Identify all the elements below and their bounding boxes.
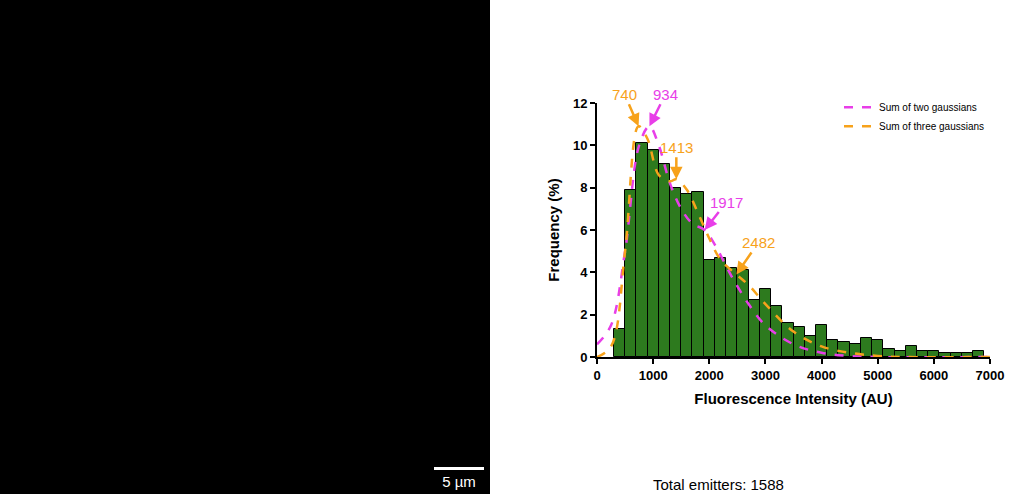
svg-text:4: 4 <box>580 265 588 280</box>
svg-text:1000: 1000 <box>639 368 668 383</box>
svg-text:6000: 6000 <box>919 368 948 383</box>
svg-text:4000: 4000 <box>807 368 836 383</box>
svg-text:5000: 5000 <box>863 368 892 383</box>
svg-text:1413: 1413 <box>660 139 693 156</box>
svg-text:12: 12 <box>573 96 587 111</box>
html-text:5 µm: 5 µm <box>442 473 476 490</box>
svg-text:0: 0 <box>580 350 587 365</box>
svg-text:Total emitters: 1588: Total emitters: 1588 <box>653 476 784 493</box>
svg-text:8: 8 <box>580 180 587 195</box>
svg-text:2000: 2000 <box>695 368 724 383</box>
svg-text:2482: 2482 <box>742 234 775 251</box>
svg-text:Sum of three gaussians: Sum of three gaussians <box>879 121 984 132</box>
svg-text:10: 10 <box>573 138 587 153</box>
svg-text:1917: 1917 <box>710 194 743 211</box>
svg-text:0: 0 <box>593 368 600 383</box>
svg-text:3000: 3000 <box>751 368 780 383</box>
svg-text:740: 740 <box>612 86 637 103</box>
svg-text:6: 6 <box>580 223 587 238</box>
svg-text:934: 934 <box>653 86 678 103</box>
svg-text:Sum of two gaussians: Sum of two gaussians <box>879 102 977 113</box>
svg-text:Fluorescence Intensity (AU): Fluorescence Intensity (AU) <box>694 390 892 407</box>
svg-text:2: 2 <box>580 307 587 322</box>
svg-text:7000: 7000 <box>976 368 1005 383</box>
svg-text:Frequency (%): Frequency (%) <box>545 178 562 281</box>
